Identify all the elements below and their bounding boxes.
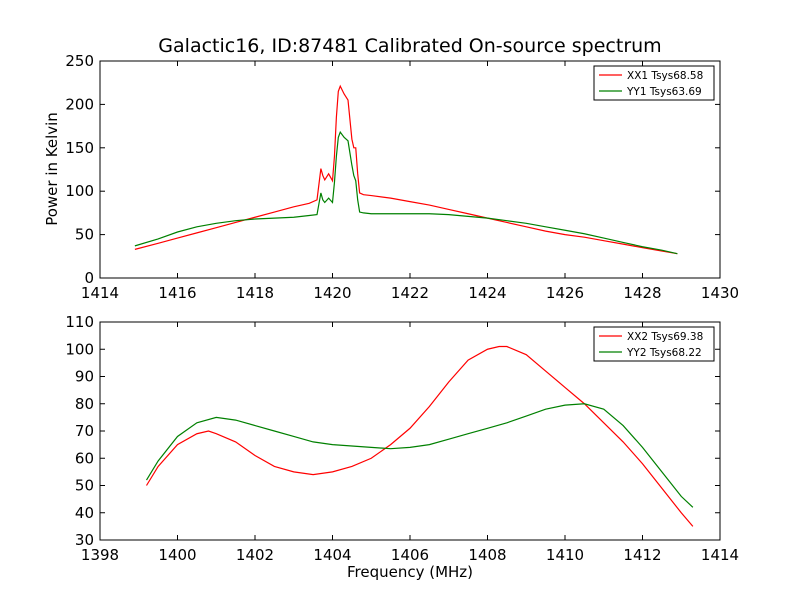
x-tick-label: 1410 (546, 546, 584, 564)
y-tick-label: 70 (75, 422, 94, 440)
legend: XX1 Tsys68.58 YY1 Tsys63.69 (593, 65, 715, 101)
x-tick-label: 1412 (623, 546, 661, 564)
chart-title: Galactic16, ID:87481 Calibrated On-sourc… (158, 35, 661, 57)
y-axis-label: Power in Kelvin (43, 112, 61, 226)
series-line-1 (134, 84, 678, 255)
x-tick-label: 1400 (158, 546, 196, 564)
y-tick-label: 80 (75, 395, 94, 413)
series-line-1 (145, 345, 694, 527)
x-tick-label: 1418 (236, 284, 274, 302)
y-tick-label: 110 (65, 313, 94, 331)
x-tick-label: 1406 (391, 546, 429, 564)
legend: XX2 Tsys69.38 YY2 Tsys68.22 (593, 326, 715, 362)
y-tick-label: 60 (75, 449, 94, 467)
x-tick-label: 1426 (546, 284, 584, 302)
x-tick-label: 1430 (701, 284, 739, 302)
x-tick-label: 1420 (313, 284, 351, 302)
x-tick-label: 1416 (158, 284, 196, 302)
bottom-spectrum-plot: Frequency (MHz) 1398 1400 1402 1404 1406 1408… (65, 313, 739, 581)
x-tick-label: 1422 (391, 284, 429, 302)
y-tick-label: 0 (84, 269, 94, 287)
x-axis-label: Frequency (MHz) (347, 563, 473, 581)
y-tick-label: 150 (65, 139, 94, 157)
series-line-2 (145, 403, 694, 508)
x-tick-label: 1404 (313, 546, 351, 564)
x-tick-label: 1414 (81, 284, 119, 302)
legend-box (593, 65, 715, 101)
x-tick-label: 1424 (468, 284, 506, 302)
x-tick-label: 1414 (701, 546, 739, 564)
y-tick-label: 50 (75, 226, 94, 244)
y-tick-label: 30 (75, 531, 94, 549)
y-tick-label: 250 (65, 52, 94, 70)
y-tick-label: 100 (65, 340, 94, 358)
series-line-2 (134, 130, 678, 255)
y-tick-label: 40 (75, 504, 94, 522)
x-tick-label: 1428 (623, 284, 661, 302)
x-tick-label: 1408 (468, 546, 506, 564)
x-tick-label: 1398 (81, 546, 119, 564)
legend-entry: YY1 Tsys63.69 (626, 86, 702, 98)
legend-entry: XX2 Tsys69.38 (627, 331, 703, 343)
top-spectrum-plot: Galactic16, ID:87481 Calibrated On-sourc… (43, 35, 739, 302)
x-tick-label: 1402 (236, 546, 274, 564)
legend-entry: YY2 Tsys68.22 (626, 347, 702, 359)
y-tick-label: 90 (75, 368, 94, 386)
y-tick-label: 200 (65, 95, 94, 113)
y-tick-label: 100 (65, 182, 94, 200)
legend-entry: XX1 Tsys68.58 (627, 70, 703, 82)
y-tick-label: 50 (75, 477, 94, 495)
legend-box (593, 326, 715, 362)
